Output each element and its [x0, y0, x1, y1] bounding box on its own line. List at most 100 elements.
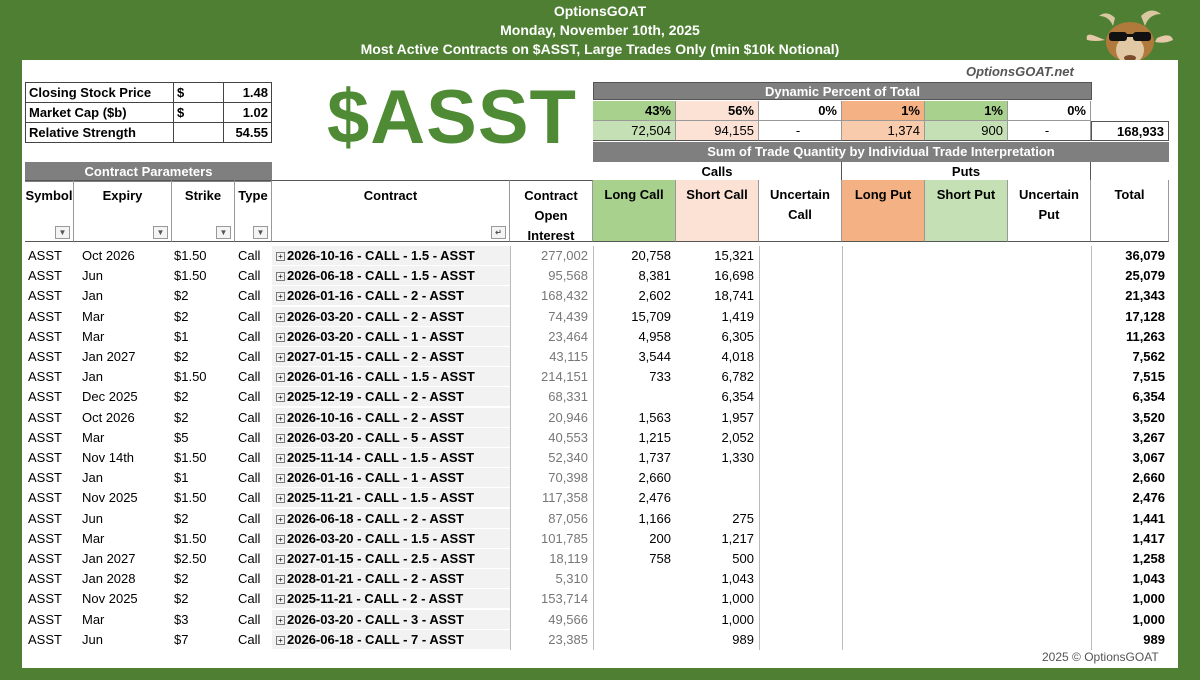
table-row[interactable]: ASST Mar $5 Call 40,553 1,215 2,052 3,267 +2026-…: [22, 427, 1178, 448]
cell-long-call: [593, 610, 671, 630]
cell-strike: $2: [174, 510, 189, 526]
table-row[interactable]: ASST Oct 2026 $1.50 Call 277,002 20,758 15,321…: [22, 246, 1178, 266]
cell-contract[interactable]: +2026-01-16 - CALL - 2 - ASST: [272, 286, 510, 307]
cell-contract[interactable]: +2026-03-20 - CALL - 1 - ASST: [272, 326, 510, 347]
expand-plus-icon[interactable]: +: [276, 292, 285, 302]
cell-expiry: Nov 2025: [82, 591, 138, 607]
cell-contract[interactable]: +2025-12-19 - CALL - 2 - ASST: [272, 387, 510, 408]
table-row[interactable]: ASST Dec 2025 $2 Call 68,331 6,354 6,354 +2025-…: [22, 387, 1178, 408]
cell-contract[interactable]: +2025-11-21 - CALL - 2 - ASST: [272, 589, 510, 610]
cell-type: Call: [238, 530, 261, 546]
dropdown-arrow-icon[interactable]: ▼: [153, 226, 168, 239]
table-row[interactable]: ASST Jan $2 Call 168,432 2,602 18,741 21,343 +20…: [22, 286, 1178, 307]
expand-plus-icon[interactable]: +: [276, 272, 285, 282]
table-row[interactable]: ASST Nov 2025 $2 Call 153,714 1,000 1,000 +2025…: [22, 589, 1178, 610]
expand-plus-icon[interactable]: +: [276, 615, 285, 625]
cell-contract[interactable]: +2025-11-21 - CALL - 1.5 - ASST: [272, 488, 510, 509]
cell-type: Call: [238, 349, 261, 364]
col-contract[interactable]: Contract ↵: [272, 180, 510, 242]
stock-info-value: 1.02: [223, 102, 272, 123]
contract-label: 2025-12-19 - CALL - 2 - ASST: [287, 389, 464, 405]
expand-plus-icon[interactable]: +: [276, 454, 285, 463]
table-row[interactable]: ASST Jan 2028 $2 Call 5,310 1,043 1,043 +2028-0…: [22, 569, 1178, 590]
cell-short-call: [676, 488, 754, 508]
contract-label: 2026-10-16 - CALL - 2 - ASST: [287, 409, 464, 425]
cell-total: 17,128: [1125, 308, 1165, 324]
table-row[interactable]: ASST Mar $1.50 Call 101,785 200 1,217 1,417 +202…: [22, 528, 1178, 549]
cell-long-call: 2,476: [638, 490, 671, 506]
stock-info-label: Relative Strength: [25, 122, 174, 143]
expand-plus-icon[interactable]: +: [276, 413, 285, 423]
cell-contract[interactable]: +2026-10-16 - CALL - 2 - ASST: [272, 407, 510, 428]
table-row[interactable]: ASST Jan 2027 $2 Call 43,115 3,544 4,018 7,562 +…: [22, 347, 1178, 367]
dropdown-arrow-icon[interactable]: ▼: [216, 226, 231, 239]
cell-contract[interactable]: +2026-06-18 - CALL - 1.5 - ASST: [272, 266, 510, 287]
table-row[interactable]: ASST Jun $2 Call 87,056 1,166 275 1,441 +2026-06…: [22, 508, 1178, 529]
expand-plus-icon[interactable]: +: [276, 312, 285, 322]
cell-contract[interactable]: +2026-03-20 - CALL - 1.5 - ASST: [272, 528, 510, 549]
table-row[interactable]: ASST Oct 2026 $2 Call 20,946 1,563 1,957 3,520 +…: [22, 407, 1178, 428]
cell-symbol: ASST: [28, 591, 62, 607]
cell-contract[interactable]: +2026-10-16 - CALL - 1.5 - ASST: [272, 246, 510, 266]
cell-contract[interactable]: +2026-06-18 - CALL - 2 - ASST: [272, 508, 510, 529]
col-strike[interactable]: Strike ▼: [172, 180, 235, 242]
cell-total: 21,343: [1125, 288, 1165, 304]
table-row[interactable]: ASST Nov 14th $1.50 Call 52,340 1,737 1,330 3,0…: [22, 448, 1178, 468]
expand-plus-icon[interactable]: +: [276, 433, 285, 443]
cell-contract[interactable]: +2026-03-20 - CALL - 5 - ASST: [272, 427, 510, 448]
expand-plus-icon[interactable]: +: [276, 393, 285, 403]
cell-long-call: 2,602: [638, 288, 671, 304]
cell-total: 1,258: [1132, 551, 1165, 566]
table-row[interactable]: ASST Nov 2025 $1.50 Call 117,358 2,476 2,476 +2…: [22, 488, 1178, 509]
cell-contract[interactable]: +2026-03-20 - CALL - 2 - ASST: [272, 306, 510, 327]
expand-plus-icon[interactable]: +: [276, 353, 285, 362]
cell-contract[interactable]: +2028-01-21 - CALL - 2 - ASST: [272, 569, 510, 590]
expand-plus-icon[interactable]: +: [276, 534, 285, 544]
expand-plus-icon[interactable]: +: [276, 373, 285, 383]
contract-label: 2026-06-18 - CALL - 2 - ASST: [287, 510, 464, 526]
cell-contract[interactable]: +2026-03-20 - CALL - 3 - ASST: [272, 609, 510, 630]
cell-short-call: 16,698: [714, 268, 754, 284]
table-row[interactable]: ASST Jan 2027 $2.50 Call 18,119 758 500 1,258 +2…: [22, 549, 1178, 569]
table-row[interactable]: ASST Jan $1 Call 70,398 2,660 2,660 +2026-01-16…: [22, 468, 1178, 489]
table-row[interactable]: ASST Jan $1.50 Call 214,151 733 6,782 7,515 +202…: [22, 367, 1178, 388]
cell-contract[interactable]: +2026-01-16 - CALL - 1.5 - ASST: [272, 367, 510, 388]
cell-contract[interactable]: +2026-06-18 - CALL - 7 - ASST: [272, 629, 510, 650]
cell-contract[interactable]: +2025-11-14 - CALL - 1.5 - ASST: [272, 448, 510, 468]
table-row[interactable]: ASST Jun $7 Call 23,385 989 989 +2026-06-18 - C…: [22, 629, 1178, 650]
col-symbol[interactable]: Symbol ▼: [25, 180, 74, 242]
expand-plus-icon[interactable]: +: [276, 494, 285, 504]
report-subtitle: Most Active Contracts on $ASST, Large Tr…: [360, 41, 840, 57]
cell-expiry: Mar: [82, 328, 105, 344]
cell-contract[interactable]: +2027-01-15 - CALL - 2 - ASST: [272, 347, 510, 367]
expand-plus-icon[interactable]: +: [276, 635, 285, 645]
cell-expiry: Jan 2027: [82, 349, 136, 364]
expand-plus-icon[interactable]: +: [276, 575, 285, 585]
cell-long-call: 15,709: [631, 308, 671, 324]
sort-dropdown-icon[interactable]: ↵: [491, 226, 506, 239]
cell-contract[interactable]: +2027-01-15 - CALL - 2.5 - ASST: [272, 549, 510, 569]
percent-cell: 43%: [593, 101, 676, 121]
table-row[interactable]: ASST Mar $2 Call 74,439 15,709 1,419 17,128 +202…: [22, 306, 1178, 327]
cell-open-interest: 40,553: [548, 429, 588, 445]
cell-symbol: ASST: [28, 268, 62, 284]
cell-contract[interactable]: +2026-01-16 - CALL - 1 - ASST: [272, 468, 510, 489]
dropdown-arrow-icon[interactable]: ▼: [253, 226, 268, 239]
col-type[interactable]: Type ▼: [235, 180, 272, 242]
expand-plus-icon[interactable]: +: [276, 332, 285, 342]
expand-plus-icon[interactable]: +: [276, 474, 285, 484]
filter-active-icon[interactable]: ▼: [55, 226, 70, 239]
stock-info-label: Market Cap ($b): [25, 102, 174, 123]
expand-plus-icon[interactable]: +: [276, 514, 285, 524]
table-row[interactable]: ASST Mar $1 Call 23,464 4,958 6,305 11,263 +2026…: [22, 326, 1178, 347]
expand-plus-icon[interactable]: +: [276, 595, 285, 605]
col-expiry[interactable]: Expiry ▼: [74, 180, 172, 242]
contract-label: 2026-06-18 - CALL - 7 - ASST: [287, 631, 464, 647]
expand-plus-icon[interactable]: +: [276, 252, 285, 261]
expand-plus-icon[interactable]: +: [276, 555, 285, 564]
col-uncertain-put: Uncertain Put: [1008, 180, 1091, 242]
cell-open-interest: 153,714: [541, 591, 588, 607]
table-row[interactable]: ASST Jun $1.50 Call 95,568 8,381 16,698 25,079 +…: [22, 266, 1178, 287]
cell-short-call: 18,741: [714, 288, 754, 304]
table-row[interactable]: ASST Mar $3 Call 49,566 1,000 1,000 +2026-03-20…: [22, 609, 1178, 630]
